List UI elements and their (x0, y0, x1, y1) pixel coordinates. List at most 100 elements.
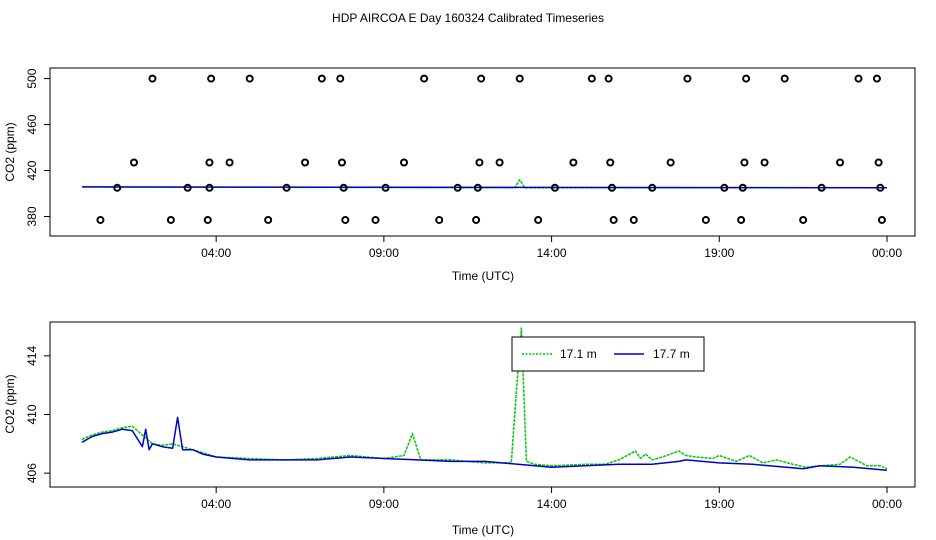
x-tick-label: 19:00 (704, 246, 734, 260)
cal-point (129, 158, 138, 167)
cal-point (371, 215, 380, 224)
cal-point (205, 183, 214, 192)
y-tick-label: 414 (25, 346, 39, 366)
cal-point (683, 74, 692, 83)
cal-point (400, 158, 408, 167)
cal-point (420, 74, 429, 83)
cal-point (740, 158, 749, 167)
panel1-x-axis: 04:00 09:00 14:00 19:00 00:00 (201, 236, 902, 260)
cal-point (629, 215, 638, 224)
chart-title: HDP AIRCOA E Day 160324 Calibrated Times… (332, 11, 604, 25)
y-tick-label: 460 (25, 114, 39, 134)
cal-point (477, 74, 486, 83)
y-tick-label: 380 (25, 206, 39, 226)
cal-point (720, 183, 729, 192)
cal-point (148, 74, 157, 83)
x-tick-label: 09:00 (369, 497, 399, 511)
cal-point (534, 215, 543, 224)
legend-label-17-7m: 17.7 m (653, 347, 690, 361)
cal-point (876, 183, 885, 192)
cal-point (742, 74, 751, 83)
cal-point (780, 74, 789, 83)
cal-point (569, 158, 578, 167)
cal-point (872, 74, 881, 83)
panel1-frame (49, 67, 916, 237)
cal-point (264, 215, 273, 224)
cal-point (606, 158, 615, 167)
cal-point (607, 183, 616, 192)
panel2-series (81, 327, 888, 471)
panel2-y-label: CO2 (ppm) (3, 374, 17, 433)
cal-point (874, 158, 883, 167)
cal-point (166, 215, 175, 224)
panel-calibrated-timeseries: 04:00 09:00 14:00 19:00 00:00 380 420 460 500 T… (3, 67, 916, 283)
cal-point (473, 183, 482, 192)
cal-point (245, 74, 254, 83)
cal-point (854, 74, 863, 83)
cal-point (207, 74, 216, 83)
cal-point (341, 215, 350, 224)
cal-point (738, 183, 747, 192)
x-tick-label: 00:00 (872, 246, 902, 260)
cal-point (183, 183, 192, 192)
x-tick-label: 04:00 (201, 497, 231, 511)
panel2-x-axis: 04:00 09:00 14:00 19:00 00:00 (201, 487, 902, 511)
panel1-y-axis: 380 420 460 500 (25, 68, 50, 227)
cal-point (515, 74, 524, 83)
cal-point (587, 74, 596, 83)
cal-point (203, 215, 212, 224)
cal-point (113, 183, 122, 192)
x-tick-label: 19:00 (704, 497, 734, 511)
cal-point (282, 183, 291, 192)
cal-point (317, 74, 326, 83)
panel1-cal-points (96, 74, 886, 224)
x-tick-label: 04:00 (201, 246, 231, 260)
y-tick-label: 500 (25, 68, 39, 88)
legend: 17.1 m 17.7 m (511, 336, 705, 372)
cal-point (337, 158, 346, 167)
x-tick-label: 09:00 (369, 246, 399, 260)
cal-point (495, 158, 504, 167)
cal-point (336, 74, 345, 83)
cal-point (877, 215, 886, 224)
legend-label-17-1m: 17.1 m (560, 347, 597, 361)
panel2-y-axis: 406 410 414 (25, 346, 50, 483)
cal-point (737, 215, 746, 224)
series-line-17-7-m (81, 416, 888, 471)
cal-point (817, 183, 826, 192)
cal-point (609, 215, 618, 224)
panel1-x-label: Time (UTC) (452, 269, 514, 283)
panel-zoomed-timeseries: 04:00 09:00 14:00 19:00 00:00 406 410 414 Time… (3, 321, 916, 537)
cal-point (301, 158, 310, 167)
series-line-17-7-m (81, 186, 888, 189)
cal-point (472, 215, 481, 224)
cal-point (604, 74, 613, 83)
cal-point (701, 215, 710, 224)
cal-point (205, 158, 214, 167)
panel2-x-label: Time (UTC) (452, 523, 514, 537)
cal-point (225, 158, 234, 167)
cal-point (836, 158, 845, 167)
cal-point (381, 183, 390, 192)
cal-point (760, 158, 769, 167)
panel2-frame (49, 321, 916, 488)
y-tick-label: 406 (25, 463, 39, 483)
series-line-17-1-m (81, 327, 888, 470)
cal-point (475, 158, 484, 167)
y-tick-label: 410 (25, 404, 39, 424)
cal-point (339, 183, 348, 192)
cal-point (435, 215, 444, 224)
x-tick-label: 00:00 (872, 497, 902, 511)
x-tick-label: 14:00 (537, 246, 567, 260)
cal-point (453, 183, 462, 192)
panel1-series (81, 178, 888, 189)
cal-point (799, 215, 808, 224)
y-tick-label: 420 (25, 160, 39, 180)
cal-point (648, 183, 657, 192)
cal-point (96, 215, 105, 224)
panel1-y-label: CO2 (ppm) (3, 122, 17, 181)
x-tick-label: 14:00 (537, 497, 567, 511)
cal-point (666, 158, 675, 167)
cal-point (550, 183, 559, 192)
